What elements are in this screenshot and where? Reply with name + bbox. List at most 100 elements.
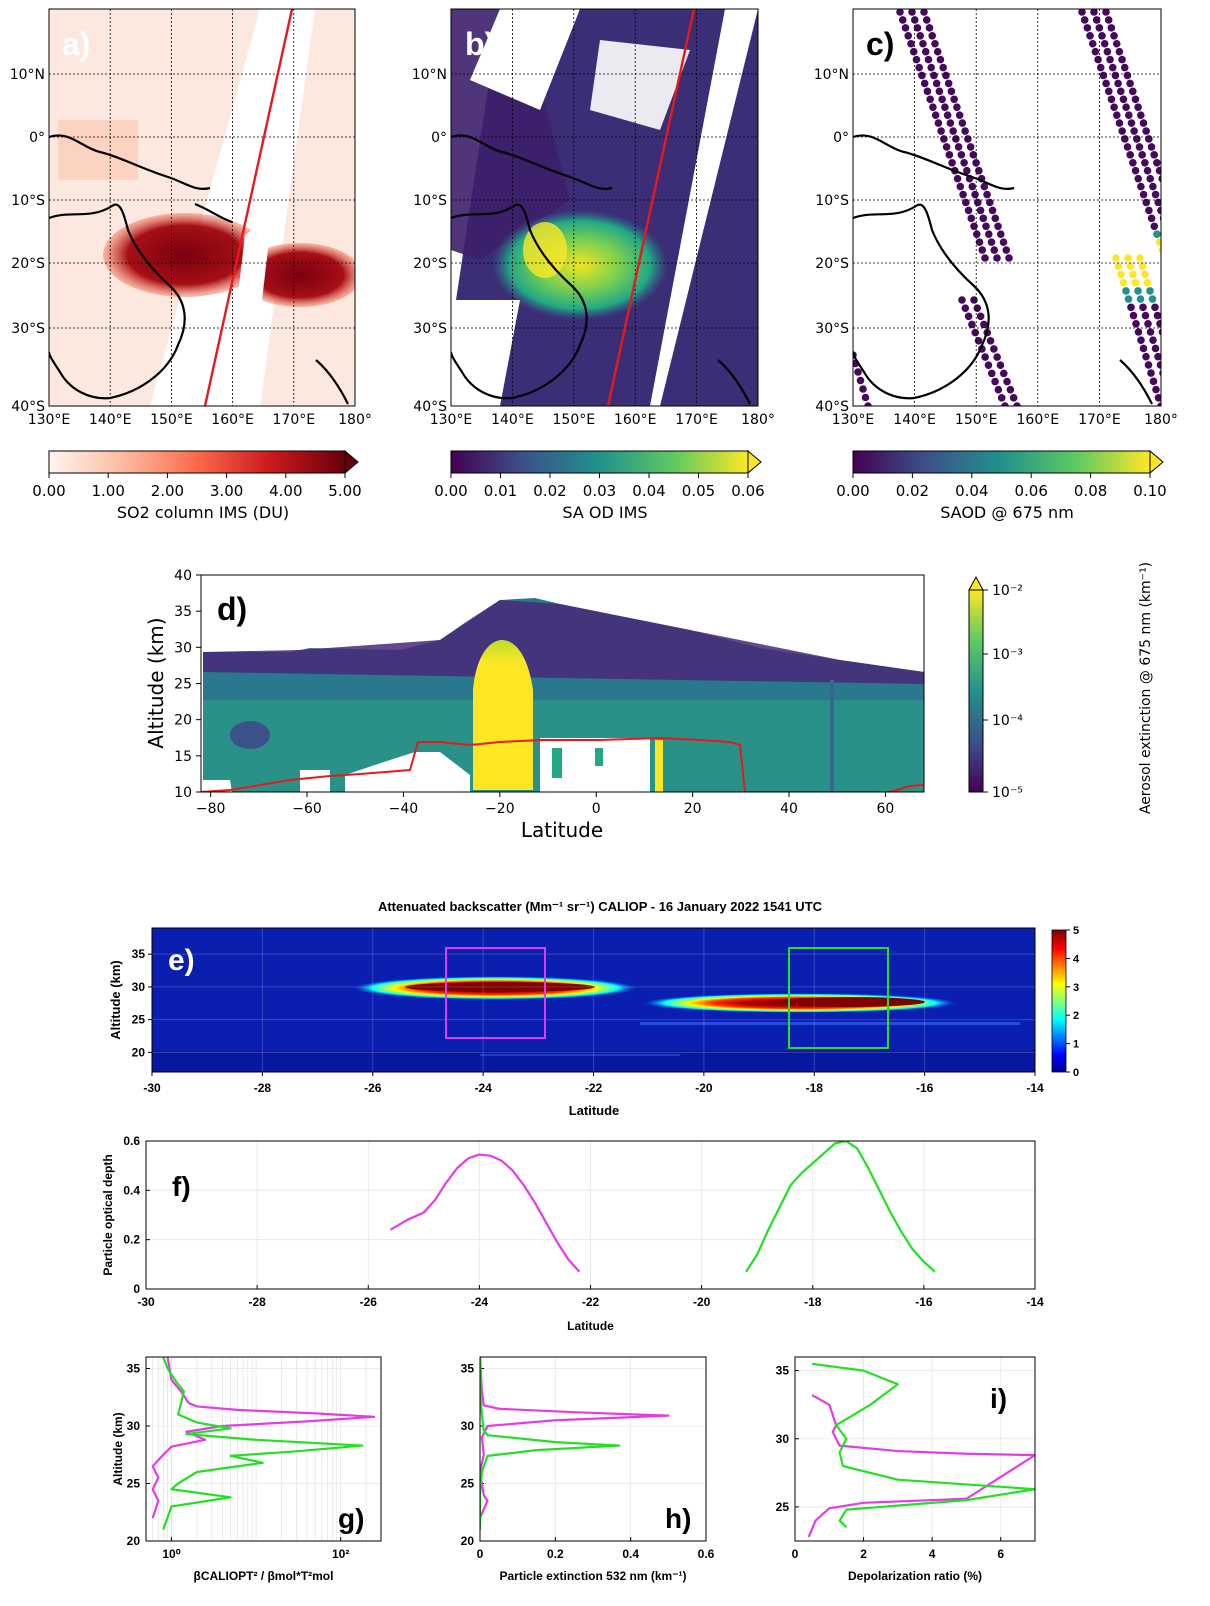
map-grid-b xyxy=(451,9,758,406)
panel-e-xtick: -26 xyxy=(364,1081,382,1095)
saod-dot xyxy=(1129,311,1138,320)
saod-dot xyxy=(1135,143,1144,151)
saod-dot xyxy=(937,127,945,135)
saod-dot xyxy=(1119,95,1128,104)
chart-g-ylabel: Altitude (km) xyxy=(111,1412,125,1485)
saod-dot xyxy=(910,16,919,24)
saod-dot xyxy=(1099,71,1108,80)
lon-tick: 150°E xyxy=(955,412,998,428)
panel-d-xtick: −20 xyxy=(485,801,515,817)
saod-dot xyxy=(1121,135,1129,143)
saod-dot xyxy=(1002,246,1011,254)
colorbar-tick: 0.00 xyxy=(434,482,467,500)
saod-dot xyxy=(1187,295,1195,303)
saod-dot xyxy=(1203,378,1210,386)
saod-dot xyxy=(1176,386,1184,394)
saod-dot xyxy=(941,103,949,112)
saod-dot xyxy=(961,304,970,312)
chart-g-ytick: 25 xyxy=(127,1477,141,1491)
lat-tick: 10°S xyxy=(815,193,849,209)
saod-dot xyxy=(1116,87,1125,96)
saod-dot xyxy=(1178,304,1186,312)
line-charts: -30 -28 -26 -24 -22 -20 -18 -16 -14 0 0.2 0.4 0.6 f) P… xyxy=(101,1134,1044,1583)
saod-dot xyxy=(960,158,968,167)
saod-dot xyxy=(1193,312,1201,320)
saod-dot xyxy=(971,190,979,199)
saod-dot xyxy=(1182,279,1190,287)
saod-dot xyxy=(1124,295,1133,303)
saod-dot xyxy=(1006,385,1015,394)
saod-dot xyxy=(1005,254,1013,262)
panel-d-xtick: −40 xyxy=(389,801,419,817)
lat-tick: 40°S xyxy=(413,399,447,415)
saod-dot xyxy=(1013,402,1021,406)
saod-dot xyxy=(1179,271,1187,279)
saod-dot xyxy=(1147,143,1156,151)
saod-dot xyxy=(1187,328,1195,336)
chart-f-xtick: -26 xyxy=(360,1295,378,1309)
panel-letter-d: d) xyxy=(217,591,247,627)
saod-dot xyxy=(1103,47,1112,56)
saod-dot xyxy=(1148,295,1157,303)
saod-dot xyxy=(1123,71,1132,80)
saod-dot xyxy=(1092,16,1101,24)
lat-tick: 40°S xyxy=(815,399,849,415)
colorbar-e-tick: 0 xyxy=(1073,1067,1079,1079)
saod-dot xyxy=(1126,151,1134,159)
saod-dot xyxy=(964,206,973,215)
tropopause-line xyxy=(201,736,924,792)
saod-dot xyxy=(1143,278,1152,287)
chart-g-ytick: 20 xyxy=(127,1534,141,1548)
saod-dot xyxy=(1114,262,1123,271)
colorbar-e-ticks: 5 4 3 2 1 0 xyxy=(1066,925,1080,1079)
chart-i-xtick: 2 xyxy=(860,1547,867,1561)
chart-f-xtick: -14 xyxy=(1026,1295,1044,1309)
panel-letter-c: c) xyxy=(866,26,894,62)
saod-dot xyxy=(1110,103,1118,112)
saod-dot xyxy=(1159,369,1161,377)
saod-dot xyxy=(1181,312,1189,320)
saod-dot xyxy=(1122,287,1130,295)
panel-e-title: Attenuated backscatter (Mm⁻¹ sr⁻¹) CALIO… xyxy=(378,899,823,914)
saod-dot xyxy=(972,230,981,238)
saod-dot xyxy=(1173,254,1181,262)
saod-dot xyxy=(915,63,923,72)
saod-dot xyxy=(925,24,934,32)
saod-dot xyxy=(1141,311,1150,320)
chart-h-series-0 xyxy=(480,1357,670,1519)
saod-orbit-dots xyxy=(853,9,1210,406)
chart-i-xtick: 0 xyxy=(792,1547,799,1561)
saod-dot xyxy=(1113,111,1121,119)
saod-dot xyxy=(1147,214,1156,223)
chart-f-xtick: -24 xyxy=(471,1295,489,1309)
saod-dot xyxy=(1129,270,1137,279)
chart-f-xtick: -20 xyxy=(693,1295,711,1309)
colorbar-d-ticks: 10⁻² 10⁻³ 10⁻⁴ 10⁻⁵ xyxy=(983,583,1023,801)
saod-dot xyxy=(1128,87,1137,96)
saod-dot xyxy=(909,47,918,56)
map-panel-c: c) xyxy=(852,8,1210,407)
saod-dot xyxy=(1102,9,1110,16)
chart-g-xtick: 10⁰ xyxy=(162,1547,180,1561)
saod-dot xyxy=(1146,287,1154,295)
saod-dot xyxy=(984,361,993,370)
panel-letter-b: b) xyxy=(465,26,495,62)
chart-f-xlabel: Latitude xyxy=(567,1319,614,1333)
saod-dot xyxy=(999,238,1008,246)
panel-letter-f: f) xyxy=(172,1171,191,1202)
colorbar-d-tick: 10⁻⁴ xyxy=(992,713,1023,729)
coastline-a xyxy=(49,134,349,405)
saod-dot xyxy=(1083,24,1092,32)
saod-dot xyxy=(1143,166,1152,175)
chart-i-series-0 xyxy=(807,1394,1035,1538)
lat-tick: 40°S xyxy=(11,399,45,415)
saod-dot xyxy=(933,47,942,56)
saod-dot xyxy=(1173,254,1181,262)
saod-dot xyxy=(1098,32,1106,40)
colorbar-tick: 0.08 xyxy=(1074,482,1107,500)
saod-dot xyxy=(980,182,989,191)
green-box xyxy=(788,947,889,1049)
chart-f-series-1 xyxy=(745,1141,936,1273)
saod-dot xyxy=(920,9,928,16)
lon-tick: 140°E xyxy=(491,412,534,428)
